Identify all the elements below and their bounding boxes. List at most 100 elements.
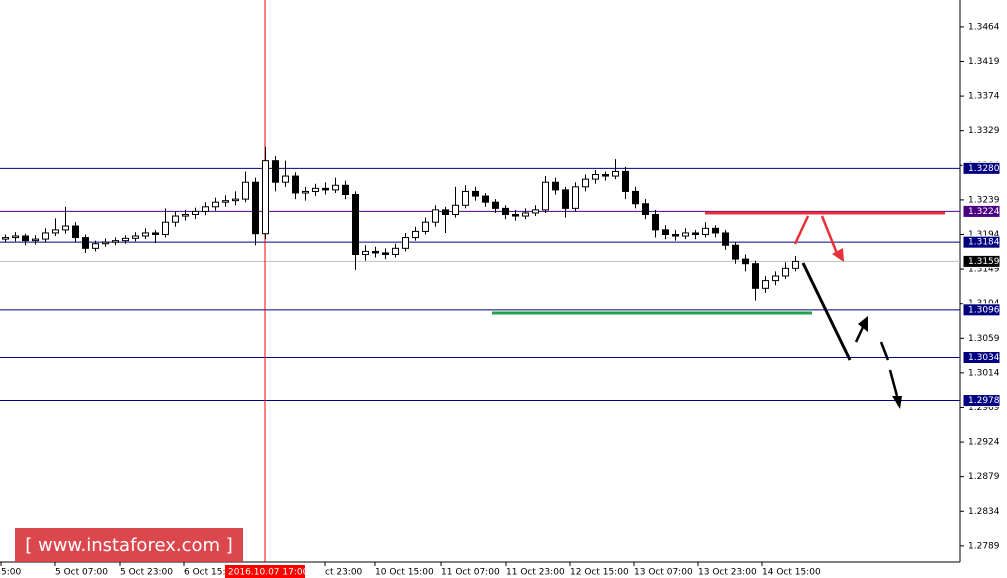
candle-body [712,227,719,234]
y-tick-label: 1.3374 [968,92,1000,102]
candle-body [292,175,299,194]
candle-body [612,170,619,177]
candle-body [142,232,149,237]
price-label: 1.3096 [968,305,1000,315]
red-arrow [793,215,810,245]
candle-body [602,174,609,177]
candle-body [172,215,179,223]
candle-body [182,213,189,217]
candle-body [32,238,39,242]
candle-body [72,225,79,239]
candle-body [572,186,579,209]
price-label-box [962,303,1001,317]
black-arrowhead [858,316,868,332]
price-label-box [962,254,1001,268]
candle-body [252,181,259,235]
candle-body [152,232,159,235]
price-label: 1.3280 [968,164,1000,174]
red-arrowhead [832,248,844,262]
candle-body [552,181,559,191]
candle-body [122,237,129,242]
y-tick-label: 1.3464 [968,22,1000,32]
y-tick-label: 1.3239 [968,195,1000,205]
candle-body [112,240,119,243]
y-tick-label: 1.2834 [968,507,1000,517]
price-label: 1.3184 [968,238,1000,248]
price-label: 1.2978 [968,396,1000,406]
candle-body [342,184,349,196]
candle-body [232,198,239,202]
candle-body [422,221,429,232]
price-label: 1.3224 [968,207,1000,217]
candle-body [362,250,369,255]
candle-body [492,201,499,209]
price-label-box [962,204,1001,218]
candle-body [22,235,29,242]
candle-body [482,195,489,203]
date-marker-box [225,565,305,578]
analysis-drawings [492,211,945,409]
x-tick-label: 5 Oct 23:00 [120,568,173,578]
price-label-box [962,161,1001,175]
candle-body [542,181,549,211]
candle-body [42,232,49,240]
candle-body [162,221,169,235]
x-tick-label: 11 Oct 23:00 [506,568,565,578]
candle-body [272,160,279,183]
candle-body [312,187,319,192]
y-tick-label: 1.3419 [968,57,1000,67]
candle-body [402,237,409,249]
price-label: 1.3034 [968,353,1000,363]
y-tick-label: 1.2789 [968,541,1000,551]
candle-body [262,160,269,235]
candle-body [782,267,789,277]
candle-body [592,174,599,180]
candle-body [682,232,689,237]
candle-body [652,213,659,231]
candle-body [132,235,139,239]
candle-body [522,212,529,217]
x-tick-label: 13 Oct 23:00 [698,568,757,578]
candle-body [2,237,9,240]
candle-body [702,227,709,235]
x-tick-label: 14 Oct 15:00 [762,568,821,578]
x-tick-label: 12 Oct 15:00 [570,568,629,578]
candle-body [62,225,69,231]
candle-body [762,280,769,289]
y-tick-label: 1.3329 [968,126,1000,136]
candle-body [722,232,729,246]
black-arrow [854,324,866,343]
y-tick-label: 1.3194 [968,230,1000,240]
candle-body [192,210,199,215]
black-arrowhead [892,396,902,409]
red-arrow [820,215,840,257]
price-label-box [962,394,1001,408]
candle-body [352,194,359,255]
price-label: 1.3159 [968,257,1000,267]
candle-body [102,241,109,245]
candle-body [452,204,459,215]
candle-body [332,184,339,191]
price-label-box [962,350,1001,364]
candle-body [322,187,329,191]
candle-body [792,260,799,269]
y-tick-label: 1.2879 [968,472,1000,482]
candle-body [82,237,89,249]
candle-body [692,232,699,235]
x-tick-label: ct 23:00 [325,568,363,578]
candle-body [732,244,739,260]
y-tick-label: 1.3149 [968,265,1000,275]
candle-body [582,178,589,188]
x-tick-label: 5:00 [1,568,21,578]
x-tick-label: 13 Oct 07:00 [634,568,693,578]
candle-body [412,230,419,239]
candle-body [282,175,289,183]
candle-body [672,233,679,237]
candle-body [462,190,469,206]
candle-body [372,250,379,254]
black-arrow [801,262,852,361]
x-tick-label: 5 Oct 07:00 [55,568,108,578]
price-label-box [962,235,1001,249]
candle-body [242,181,249,200]
